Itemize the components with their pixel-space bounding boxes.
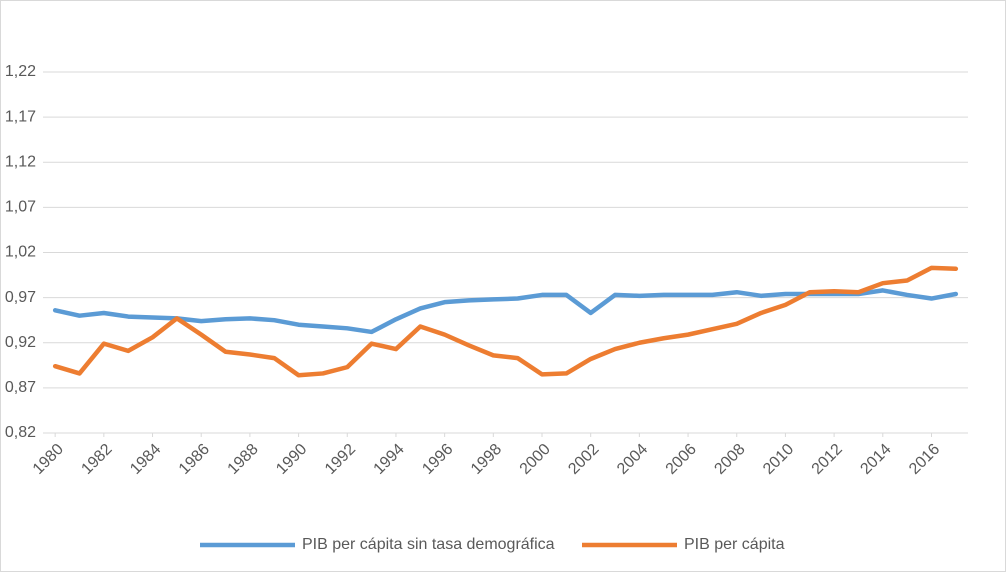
legend-label: PIB per cápita — [684, 536, 785, 553]
y-tick-label: 0,92 — [5, 334, 36, 351]
y-tick-label: 0,97 — [5, 289, 36, 306]
y-tick-label: 0,82 — [5, 424, 36, 441]
y-tick-label: 1,07 — [5, 199, 36, 216]
y-tick-label: 1,17 — [5, 108, 36, 125]
y-tick-label: 1,02 — [5, 244, 36, 261]
y-tick-label: 0,87 — [5, 379, 36, 396]
legend-label: PIB per cápita sin tasa demográfica — [302, 536, 555, 553]
series-line — [52, 265, 959, 378]
y-tick-label: 1,22 — [5, 63, 36, 80]
y-tick-label: 1,12 — [5, 153, 36, 170]
